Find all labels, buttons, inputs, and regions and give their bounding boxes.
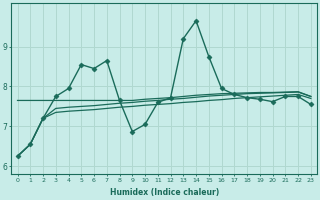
X-axis label: Humidex (Indice chaleur): Humidex (Indice chaleur) [109,188,219,197]
